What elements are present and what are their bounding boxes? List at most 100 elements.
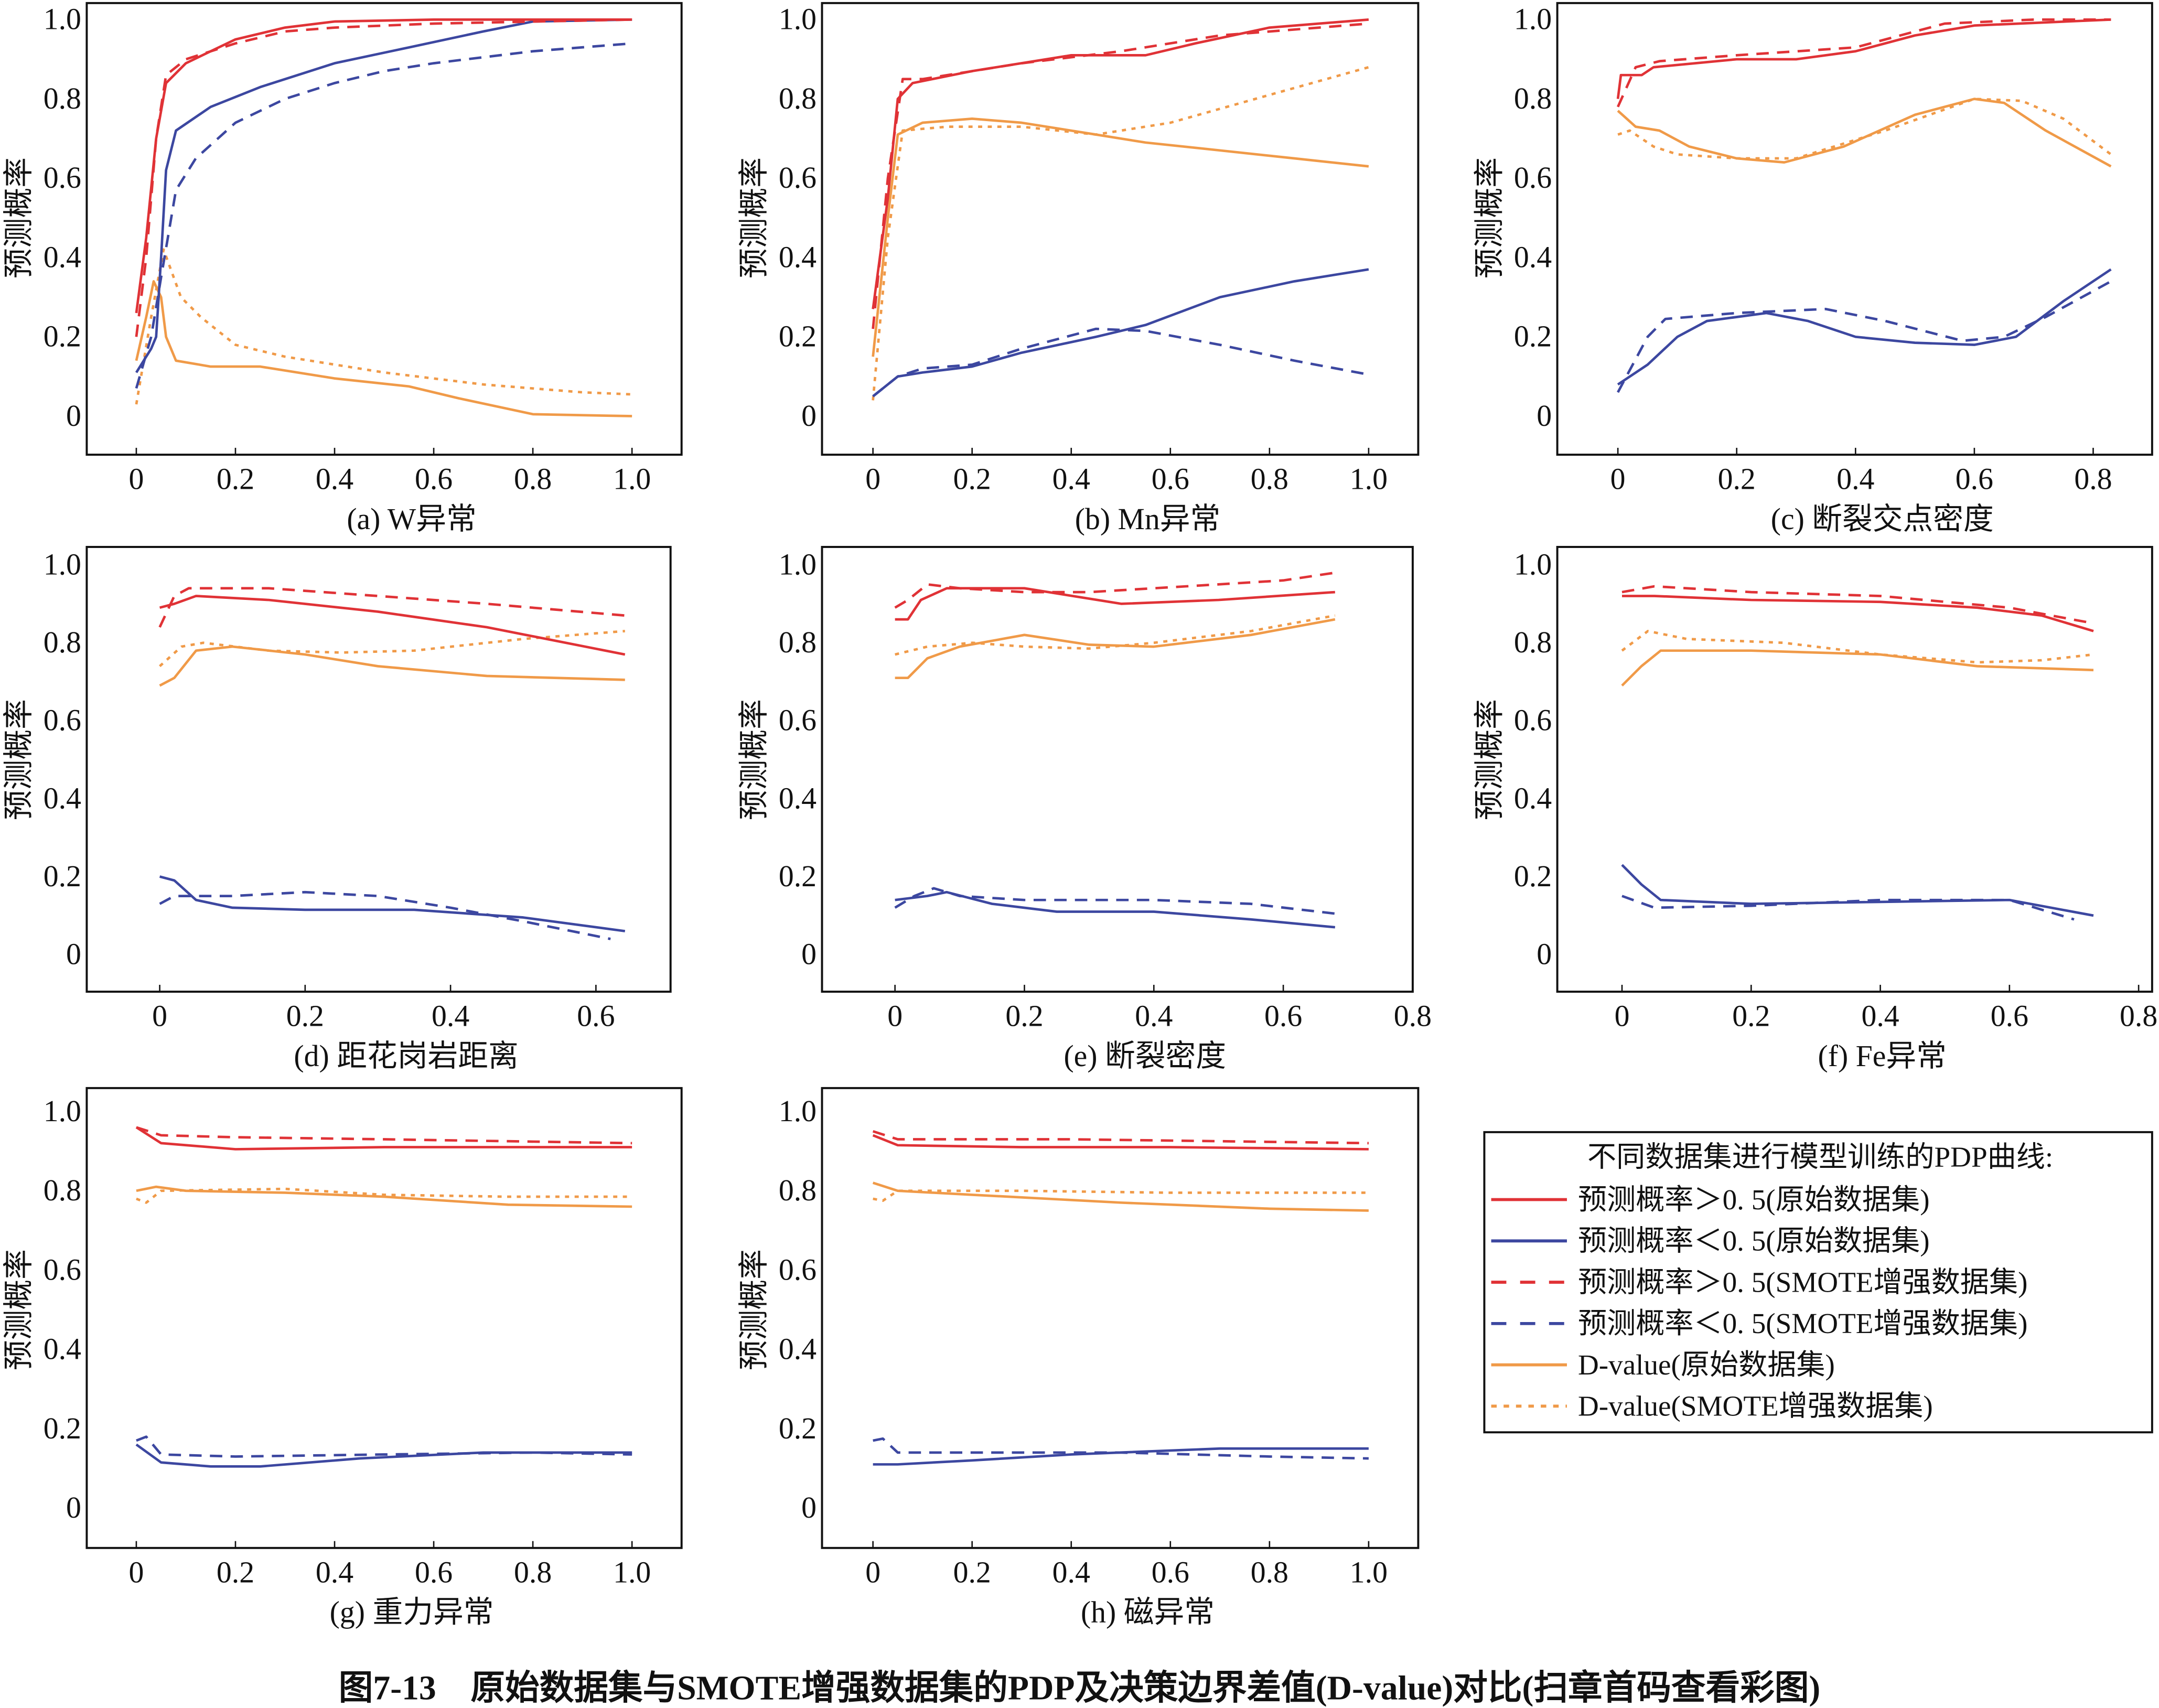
series-orange-dotted	[873, 1189, 1369, 1202]
y-tick-label: 0	[66, 1491, 81, 1524]
series-red-solid	[1622, 595, 2094, 632]
y-axis-label: 预测概率	[738, 157, 771, 278]
y-tick-label: 0	[1537, 400, 1552, 433]
series-orange-solid	[159, 645, 625, 687]
series-red-solid	[159, 595, 626, 656]
legend-box	[1483, 1131, 2153, 1434]
x-tick-label: 0.6	[577, 1000, 615, 1033]
y-tick-label: 1.0	[779, 1095, 817, 1128]
y-tick-label: 0.4	[44, 782, 81, 815]
y-axis-label: 预测概率	[1473, 699, 1506, 820]
x-tick-label: 0.4	[1052, 1556, 1090, 1589]
y-tick-label: 0.2	[779, 1412, 817, 1445]
plot-frame	[821, 2, 1420, 456]
y-tick-label: 0.8	[1514, 626, 1552, 659]
series-blue-solid	[135, 18, 632, 373]
x-tick-label: 0.4	[1861, 1000, 1899, 1033]
series-red-dashed	[135, 18, 632, 337]
series-blue-dashed	[872, 327, 1369, 398]
x-tick-label: 0.8	[2074, 463, 2112, 496]
y-tick-label: 0.4	[779, 782, 817, 815]
series-blue-solid	[159, 875, 626, 932]
y-tick-label: 0.2	[44, 860, 81, 893]
x-tick-label: 0.4	[316, 463, 353, 496]
series-orange-solid	[1621, 649, 2094, 687]
y-tick-label: 0.4	[1514, 241, 1552, 274]
series-red-solid	[1616, 18, 2111, 99]
y-tick-label: 0.2	[1514, 320, 1552, 353]
y-tick-label: 0.2	[44, 1412, 81, 1445]
y-tick-label: 0.6	[1514, 162, 1552, 195]
y-tick-label: 1.0	[44, 548, 81, 581]
subplot-title: (a) W异常	[347, 503, 477, 536]
x-tick-label: 0.2	[1732, 1000, 1770, 1033]
x-tick-label: 0.8	[1394, 1000, 1432, 1033]
y-tick-label: 0.2	[44, 320, 81, 353]
y-tick-label: 0	[1537, 938, 1552, 971]
subplot-title: (d) 距花岗岩距离	[294, 1040, 518, 1073]
y-axis-label: 预测概率	[3, 157, 36, 278]
y-tick-label: 0.6	[44, 162, 81, 195]
series-orange-solid	[872, 1181, 1369, 1212]
series-orange-dotted	[158, 630, 625, 668]
y-tick-label: 0.8	[779, 626, 817, 659]
subplot-title: (c) 断裂交点密度	[1771, 503, 1994, 536]
y-axis-label: 预测概率	[3, 699, 36, 820]
x-tick-label: 1.0	[613, 1556, 651, 1589]
series-orange-dotted	[1621, 630, 2094, 664]
y-tick-label: 1.0	[779, 548, 817, 581]
y-tick-label: 1.0	[44, 1095, 81, 1128]
x-tick-label: 0.2	[217, 463, 254, 496]
series-orange-solid	[135, 280, 632, 417]
y-tick-label: 0	[801, 400, 817, 433]
panel-c: 0 0.2 0.4 0.6 0.8 0 0.2 0.4 0.6 0.8 1.0 预测概率 (c) 断裂交…	[1473, 2, 2153, 536]
x-tick-label: 0.4	[316, 1556, 353, 1589]
y-tick-label: 0	[66, 400, 81, 433]
x-tick-label: 0.2	[286, 1000, 324, 1033]
series-blue-dashed	[1617, 280, 2112, 393]
y-tick-label: 0.2	[779, 860, 817, 893]
y-tick-label: 0.2	[1514, 860, 1552, 893]
plot-frame	[821, 546, 1414, 993]
plot-frame	[85, 546, 672, 993]
legend-label: 预测概率＜0. 5(原始数据集)	[1578, 1225, 1930, 1257]
y-tick-label: 0	[801, 1491, 817, 1524]
series-blue-dashed	[159, 890, 611, 940]
y-tick-label: 0.8	[44, 82, 81, 115]
legend-label: D-value(原始数据集)	[1578, 1349, 1835, 1381]
x-tick-label: 0.6	[1152, 463, 1189, 496]
subplot-title: (g) 重力异常	[330, 1596, 494, 1629]
x-tick-label: 0.2	[217, 1556, 254, 1589]
x-tick-label: 0.8	[2120, 1000, 2157, 1033]
plot-frame	[1556, 546, 2153, 993]
y-axis-label: 预测概率	[3, 1249, 36, 1370]
series-red-solid	[135, 1126, 632, 1151]
figure-caption: 图7-13 原始数据集与SMOTE增强数据集的PDP及决策边界差值(D-valu…	[339, 1669, 1820, 1707]
x-tick-label: 0.6	[415, 463, 453, 496]
subplot-title: (b) Mn异常	[1075, 503, 1221, 536]
y-tick-label: 0	[801, 938, 817, 971]
series-orange-dotted	[135, 248, 632, 405]
panel-b: 0 0.2 0.4 0.6 0.8 1.0 0 0.2 0.4 0.6 0.8 1.0 预测概率 (b) …	[738, 2, 1420, 536]
y-tick-label: 0.8	[44, 1174, 81, 1207]
x-tick-label: 0.6	[1264, 1000, 1302, 1033]
x-tick-label: 0.4	[432, 1000, 469, 1033]
y-tick-label: 1.0	[44, 3, 81, 36]
series-orange-dotted	[136, 1187, 632, 1204]
x-tick-label: 0.8	[1251, 1556, 1288, 1589]
y-tick-label: 0.4	[779, 1333, 817, 1366]
plot-frame	[85, 1087, 683, 1549]
series-red-solid	[895, 587, 1335, 621]
series-blue-solid	[895, 890, 1336, 929]
series-orange-dotted	[895, 614, 1336, 656]
y-tick-label: 0.6	[1514, 704, 1552, 737]
subplot-title: (h) 磁异常	[1081, 1596, 1215, 1629]
series-blue-solid	[1617, 268, 2112, 386]
y-tick-label: 0.4	[44, 241, 81, 274]
y-tick-label: 0.8	[779, 1174, 817, 1207]
series-orange-solid	[872, 117, 1369, 357]
legend-title: 不同数据集进行模型训练的PDP曲线:	[1587, 1141, 2053, 1173]
x-tick-label: 1.0	[613, 463, 651, 496]
x-tick-label: 1.0	[1350, 463, 1388, 496]
